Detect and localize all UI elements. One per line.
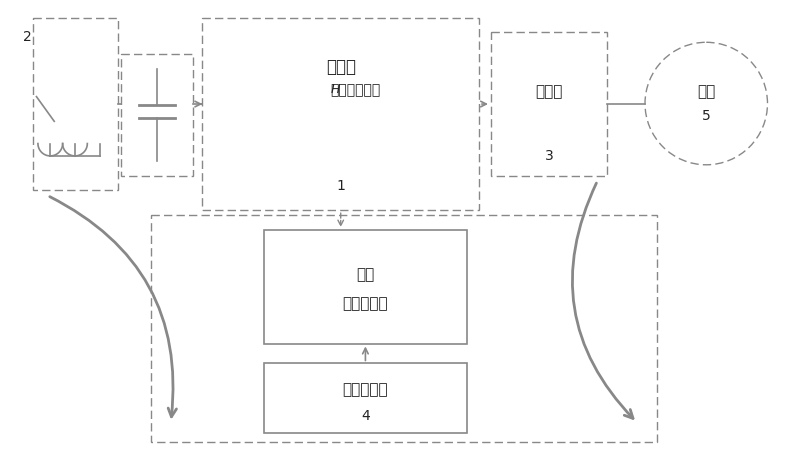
- Text: 载波: 载波: [356, 267, 374, 282]
- Bar: [264, 230, 467, 344]
- Bar: [33, 17, 118, 190]
- Bar: [122, 54, 193, 176]
- Text: 2: 2: [22, 30, 31, 45]
- Text: 5: 5: [702, 109, 710, 123]
- Bar: [151, 215, 657, 442]
- Bar: [202, 17, 479, 210]
- Text: 1: 1: [336, 179, 345, 192]
- Text: 并网控制器: 并网控制器: [342, 382, 388, 397]
- Text: 桥级联逆变器: 桥级联逆变器: [330, 83, 381, 97]
- Text: H: H: [331, 83, 341, 96]
- Text: 混合型: 混合型: [326, 58, 356, 76]
- Text: 脉宽调制法: 脉宽调制法: [342, 297, 388, 312]
- Text: 电网: 电网: [697, 84, 715, 99]
- Text: 滤波器: 滤波器: [535, 84, 563, 99]
- Text: 4: 4: [361, 409, 370, 423]
- Bar: [491, 33, 607, 176]
- Text: 3: 3: [545, 149, 554, 163]
- Bar: [264, 364, 467, 432]
